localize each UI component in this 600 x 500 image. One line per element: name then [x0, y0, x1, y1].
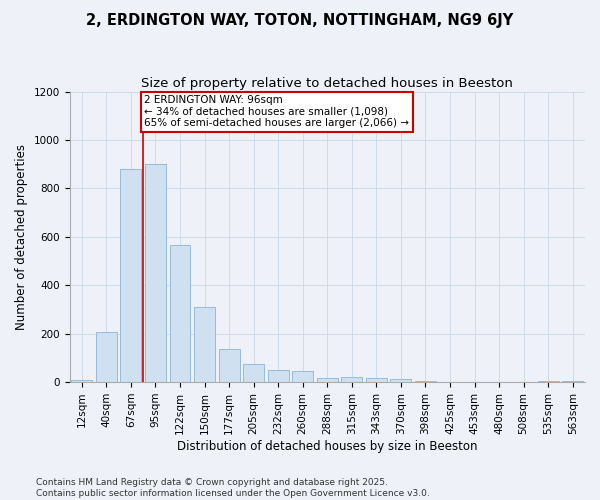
Text: 2, ERDINGTON WAY, TOTON, NOTTINGHAM, NG9 6JY: 2, ERDINGTON WAY, TOTON, NOTTINGHAM, NG9…	[86, 12, 514, 28]
Bar	[194, 307, 215, 382]
Bar	[145, 164, 166, 382]
Bar	[366, 378, 387, 382]
Bar	[317, 378, 338, 382]
Title: Size of property relative to detached houses in Beeston: Size of property relative to detached ho…	[142, 78, 513, 90]
Bar	[96, 332, 117, 382]
Bar	[218, 350, 239, 382]
Bar	[538, 381, 559, 382]
Bar	[243, 364, 264, 382]
Bar	[268, 370, 289, 382]
Bar	[292, 371, 313, 382]
Bar	[415, 381, 436, 382]
X-axis label: Distribution of detached houses by size in Beeston: Distribution of detached houses by size …	[177, 440, 478, 452]
Text: Contains HM Land Registry data © Crown copyright and database right 2025.
Contai: Contains HM Land Registry data © Crown c…	[36, 478, 430, 498]
Bar	[341, 378, 362, 382]
Bar	[391, 379, 412, 382]
Bar	[121, 169, 142, 382]
Bar	[170, 246, 190, 382]
Text: 2 ERDINGTON WAY: 96sqm
← 34% of detached houses are smaller (1,098)
65% of semi-: 2 ERDINGTON WAY: 96sqm ← 34% of detached…	[145, 96, 409, 128]
Y-axis label: Number of detached properties: Number of detached properties	[15, 144, 28, 330]
Bar	[71, 380, 92, 382]
